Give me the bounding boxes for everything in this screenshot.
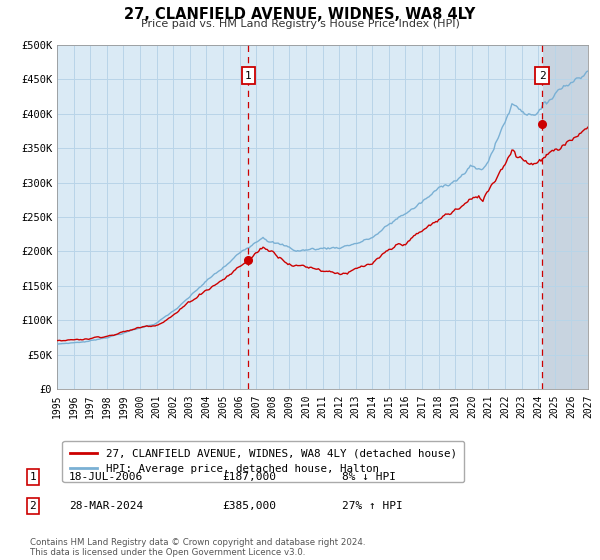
Text: 27, CLANFIELD AVENUE, WIDNES, WA8 4LY: 27, CLANFIELD AVENUE, WIDNES, WA8 4LY [124, 7, 476, 22]
Text: 28-MAR-2024: 28-MAR-2024 [69, 501, 143, 511]
Text: Contains HM Land Registry data © Crown copyright and database right 2024.
This d: Contains HM Land Registry data © Crown c… [30, 538, 365, 557]
Text: 18-JUL-2006: 18-JUL-2006 [69, 472, 143, 482]
Legend: 27, CLANFIELD AVENUE, WIDNES, WA8 4LY (detached house), HPI: Average price, deta: 27, CLANFIELD AVENUE, WIDNES, WA8 4LY (d… [62, 441, 464, 482]
Text: 2: 2 [29, 501, 37, 511]
Text: £385,000: £385,000 [222, 501, 276, 511]
Text: £187,000: £187,000 [222, 472, 276, 482]
Text: 8% ↓ HPI: 8% ↓ HPI [342, 472, 396, 482]
Text: 1: 1 [29, 472, 37, 482]
Bar [543, 45, 588, 389]
Text: 27% ↑ HPI: 27% ↑ HPI [342, 501, 403, 511]
Text: 2: 2 [539, 71, 545, 81]
Text: 1: 1 [245, 71, 252, 81]
Text: Price paid vs. HM Land Registry's House Price Index (HPI): Price paid vs. HM Land Registry's House … [140, 19, 460, 29]
